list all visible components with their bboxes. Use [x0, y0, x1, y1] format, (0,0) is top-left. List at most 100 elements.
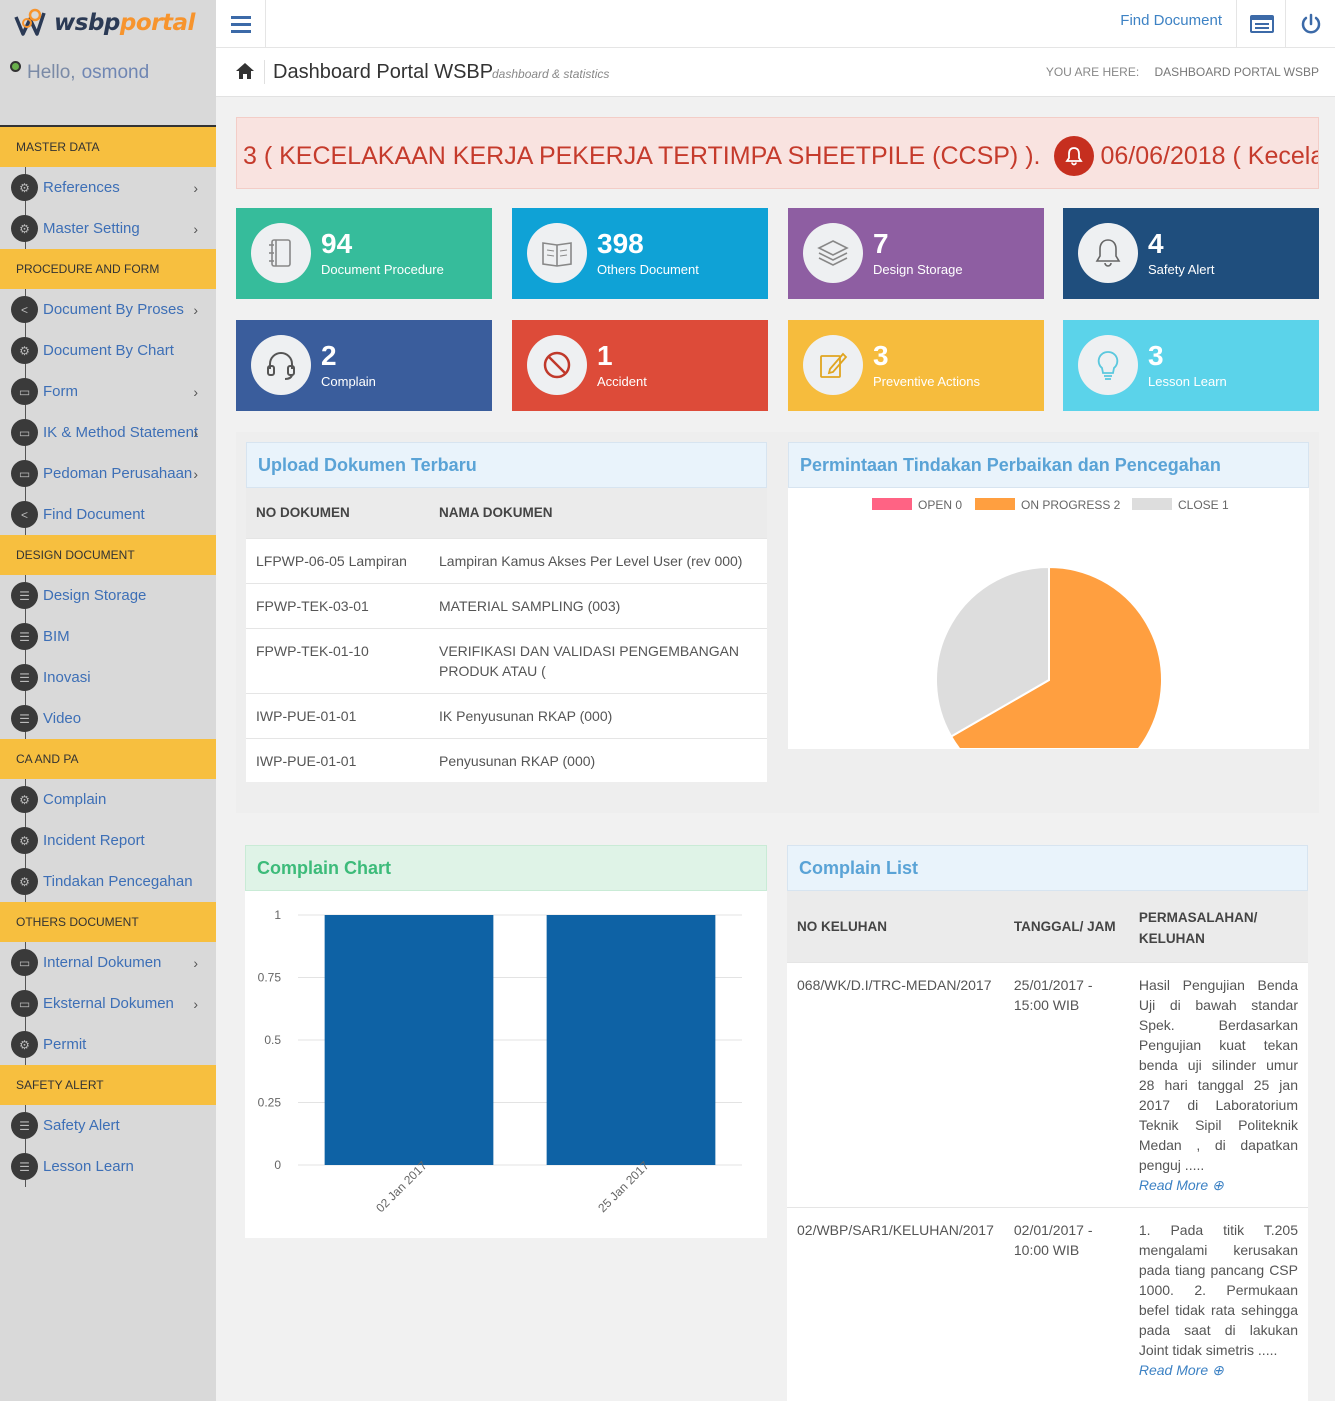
stat-tile-preventive-actions[interactable]: 3 Preventive Actions	[788, 320, 1044, 411]
y-tick-label: 0.75	[258, 971, 282, 985]
sidebar-item-label: Document By Proses	[43, 301, 184, 318]
list-icon: ☰	[11, 664, 38, 691]
read-more-link[interactable]: Read More ⊕	[1139, 1177, 1224, 1193]
sidebar-item-references[interactable]: ⚙ References ›	[0, 167, 216, 208]
upload-header-no[interactable]: NO DOKUMEN	[246, 488, 429, 538]
sidebar-item-lesson-learn[interactable]: ☰ Lesson Learn	[0, 1146, 216, 1187]
sidebar-item-design-storage[interactable]: ☰ Design Storage	[0, 575, 216, 616]
read-more-link[interactable]: Read More ⊕	[1139, 1362, 1224, 1378]
home-icon[interactable]	[234, 61, 256, 81]
ticker-text-2[interactable]: 06/06/2018 ( Kecelakaan Kerj	[1100, 141, 1318, 170]
sidebar-item-internal-dokumen[interactable]: ▭ Internal Dokumen ›	[0, 942, 216, 983]
sidebar-item-safety-alert[interactable]: ☰ Safety Alert	[0, 1105, 216, 1146]
complain-header-date[interactable]: TANGGAL/ JAM	[1003, 891, 1129, 962]
table-row[interactable]: FPWP-TEK-03-01 MATERIAL SAMPLING (003)	[246, 582, 767, 628]
stat-tile-safety-alert[interactable]: 4 Safety Alert	[1063, 208, 1319, 299]
legend-label[interactable]: CLOSE 1	[1178, 498, 1229, 512]
x-tick-label: 25 Jan 2017	[595, 1158, 652, 1215]
find-document-link[interactable]: Find Document	[1120, 12, 1222, 29]
complain-list-panel: Complain List NO KELUHAN TANGGAL/ JAM PE…	[787, 845, 1308, 1401]
stat-value: 7	[873, 228, 889, 259]
power-icon[interactable]	[1285, 0, 1335, 48]
sidebar-item-label: Eksternal Dokumen	[43, 995, 174, 1012]
sidebar-item-form[interactable]: ▭ Form ›	[0, 371, 216, 412]
nav-section-title: DESIGN DOCUMENT	[0, 535, 216, 575]
legend-swatch[interactable]	[872, 498, 912, 510]
stat-tile-accident[interactable]: 1 Accident	[512, 320, 768, 411]
sidebar-item-label: BIM	[43, 628, 70, 645]
sidebar-item-permit[interactable]: ⚙ Permit	[0, 1024, 216, 1065]
legend-swatch[interactable]	[975, 498, 1015, 510]
ticker-text-1[interactable]: 3 ( KECELAKAAN KERJA PEKERJA TERTIMPA SH…	[243, 141, 1041, 170]
document-number: IWP-PUE-01-01	[246, 692, 429, 738]
monitor-icon: ▭	[11, 990, 38, 1017]
gear-icon: ⚙	[11, 174, 38, 201]
sidebar-item-master-setting[interactable]: ⚙ Master Setting ›	[0, 208, 216, 249]
table-row[interactable]: FPWP-TEK-01-10 VERIFIKASI DAN VALIDASI PE…	[246, 627, 767, 693]
chevron-right-icon: ›	[193, 995, 198, 1012]
complain-date: 02/01/2017 - 10:00 WIB	[1003, 1206, 1129, 1392]
document-name: Lampiran Kamus Akses Per Level User (rev…	[429, 537, 767, 583]
sidebar-item-video[interactable]: ☰ Video	[0, 698, 216, 739]
table-row[interactable]: IWP-PUE-01-01 IK Penyusunan RKAP (000)	[246, 692, 767, 738]
document-number: IWP-PUE-01-01	[246, 737, 429, 783]
sidebar-item-tindakan-pencegahan[interactable]: ⚙ Tindakan Pencegahan	[0, 861, 216, 902]
table-row[interactable]: LFPWP-06-05 Lampiran Lampiran Kamus Akses…	[246, 537, 767, 583]
stat-label: Document Procedure	[321, 262, 444, 277]
sidebar-item-ik-method-statement[interactable]: ▭ IK & Method Statement ›	[0, 412, 216, 453]
table-row: 02/WBP/SAR1/KELUHAN/2017 02/01/2017 - 10:…	[787, 1206, 1308, 1392]
news-ticker: 3 ( KECELAKAAN KERJA PEKERJA TERTIMPA SH…	[236, 117, 1319, 189]
sidebar-item-label: IK & Method Statement	[43, 424, 199, 441]
stat-tile-others-document[interactable]: 398 Others Document	[512, 208, 768, 299]
sidebar-item-incident-report[interactable]: ⚙ Incident Report	[0, 820, 216, 861]
gear-icon: ⚙	[11, 337, 38, 364]
stat-value: 3	[1148, 340, 1164, 371]
sidebar-item-bim[interactable]: ☰ BIM	[0, 616, 216, 657]
sidebar-item-label: Document By Chart	[43, 342, 174, 359]
breadcrumb-current[interactable]: DASHBOARD PORTAL WSBP	[1154, 65, 1319, 79]
sidebar-item-pedoman-perusahaan[interactable]: ▭ Pedoman Perusahaan ›	[0, 453, 216, 494]
user-name[interactable]: osmond	[81, 62, 150, 83]
legend-label[interactable]: OPEN 0	[918, 498, 962, 512]
complain-header-issue[interactable]: PERMASALAHAN/ KELUHAN	[1128, 891, 1308, 962]
legend-swatch[interactable]	[1132, 498, 1172, 510]
sidebar-item-inovasi[interactable]: ☰ Inovasi	[0, 657, 216, 698]
bar[interactable]	[324, 915, 494, 1165]
breadcrumb-prefix: YOU ARE HERE:	[1045, 65, 1140, 79]
sidebar-item-document-by-proses[interactable]: < Document By Proses ›	[0, 289, 216, 330]
stat-tile-complain[interactable]: 2 Complain	[236, 320, 492, 411]
document-name: MATERIAL SAMPLING (003)	[429, 582, 767, 628]
bar[interactable]	[546, 915, 716, 1165]
stat-value: 1	[597, 340, 613, 371]
sidebar-item-eksternal-dokumen[interactable]: ▭ Eksternal Dokumen ›	[0, 983, 216, 1024]
gear-icon: ⚙	[11, 1031, 38, 1058]
complain-list-title: Complain List	[787, 845, 1308, 891]
complain-bar-chart: 0 0.25 0.5 0.75 1 02 Jan 2017 25 Jan 2017	[258, 908, 742, 1215]
page-subtitle: dashboard & statistics	[492, 67, 610, 81]
table-row[interactable]: IWP-PUE-01-01 Penyusunan RKAP (000)	[246, 737, 767, 783]
sidebar-item-label: Safety Alert	[43, 1117, 120, 1134]
upload-panel: Upload Dokumen Terbaru NO DOKUMEN NAMA D…	[246, 442, 767, 783]
stat-tile-lesson-learn[interactable]: 3 Lesson Learn	[1063, 320, 1319, 411]
list-icon: ☰	[11, 623, 38, 650]
bulb-icon	[1078, 335, 1138, 395]
pie-slice-close[interactable]	[935, 565, 1050, 738]
read-more-label: Read More	[1138, 1176, 1209, 1193]
sidebar-item-find-document[interactable]: < Find Document	[0, 494, 216, 535]
upload-header-name[interactable]: NAMA DOKUMEN	[429, 488, 767, 538]
stat-tile-design-storage[interactable]: 7 Design Storage	[788, 208, 1044, 299]
stat-tile-document-procedure[interactable]: 94 Document Procedure	[236, 208, 492, 299]
brand-portal: portal	[119, 10, 196, 36]
chevron-right-icon: ›	[193, 383, 198, 400]
messages-icon[interactable]	[1236, 0, 1286, 48]
greeting-text: Hello,	[27, 62, 76, 83]
monitor-icon: ▭	[11, 378, 38, 405]
sidebar-item-complain[interactable]: ⚙ Complain	[0, 779, 216, 820]
brand-logo[interactable]: wsbpportal	[10, 6, 210, 40]
menu-toggle-icon[interactable]	[216, 0, 266, 48]
list-icon: ☰	[11, 705, 38, 732]
complain-header-no[interactable]: NO KELUHAN	[787, 891, 1004, 962]
sidebar-item-document-by-chart[interactable]: ⚙ Document By Chart	[0, 330, 216, 371]
stat-label: Preventive Actions	[873, 374, 980, 389]
legend-label[interactable]: ON PROGRESS 2	[1021, 498, 1121, 512]
